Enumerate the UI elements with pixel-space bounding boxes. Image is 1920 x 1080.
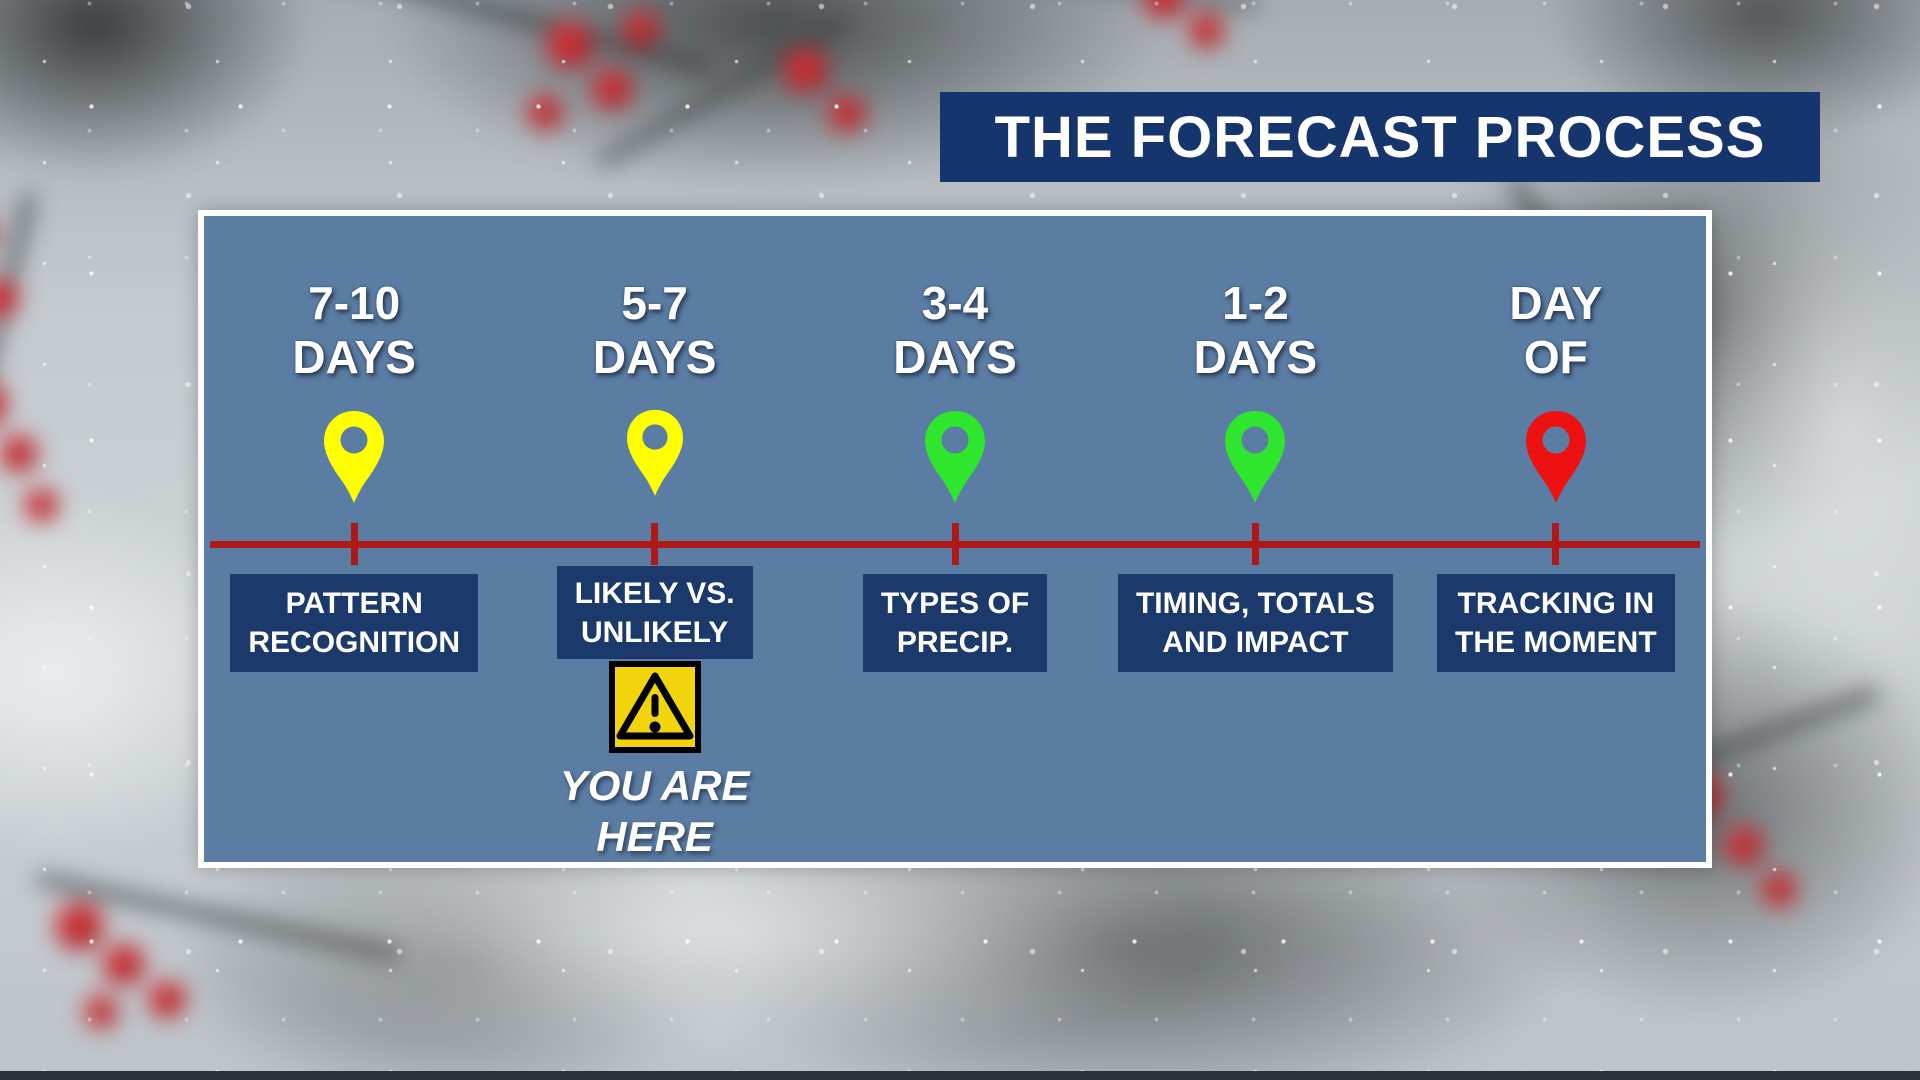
you-are-here-label: YOU ARE HERE (560, 761, 750, 862)
stage-period-line2: OF (1523, 331, 1588, 384)
stage-period: 5-7 DAYS (593, 276, 717, 385)
stage-column-day-of: DAY OF TRACKING IN THE MOMENT (1406, 216, 1706, 862)
location-pin-icon (925, 411, 986, 503)
stage-period-line1: 3-4 (921, 277, 989, 329)
stage-label-line1: PATTERN (285, 587, 423, 620)
location-pin-icon (626, 409, 683, 496)
stage-label-box: TIMING, TOTALS AND IMPACT (1117, 574, 1393, 672)
you-are-here-marker: YOU ARE HERE (560, 661, 750, 862)
title-banner: THE FORECAST PROCESS (940, 92, 1820, 182)
stage-label-line1: TRACKING IN (1457, 587, 1655, 620)
bottom-edge-bar (0, 1071, 1920, 1080)
stage-label-line2: UNLIKELY (580, 615, 729, 649)
timeline-tick (651, 523, 659, 565)
stage-period-line1: DAY (1509, 277, 1603, 329)
page-title: THE FORECAST PROCESS (994, 104, 1766, 170)
forecast-panel: 7-10 DAYS PATTERN RECOGNITION 5-7 DAYS (198, 210, 1712, 868)
stage-label-line2: RECOGNITION (248, 626, 461, 659)
stages-row: 7-10 DAYS PATTERN RECOGNITION 5-7 DAYS (204, 216, 1706, 862)
stage-label-box: PATTERN RECOGNITION (230, 574, 479, 672)
warning-triangle-icon (608, 661, 701, 754)
timeline-tick (1552, 523, 1560, 565)
stage-label-line2: AND IMPACT (1162, 626, 1349, 659)
you-are-here-line2: HERE (596, 812, 713, 860)
stage-label-line1: TIMING, TOTALS (1135, 587, 1375, 620)
stage-column-3-4-days: 3-4 DAYS TYPES OF PRECIP. (805, 216, 1105, 862)
stage-period: 1-2 DAYS (1194, 276, 1318, 386)
stage-period-line1: 7-10 (308, 277, 401, 329)
stage-label-box: TRACKING IN THE MOMENT (1437, 574, 1675, 672)
timeline-tick (350, 523, 358, 565)
timeline-tick (1251, 523, 1259, 565)
stage-label-box: TYPES OF PRECIP. (862, 574, 1048, 672)
stage-period-line1: 5-7 (621, 277, 688, 329)
location-pin-icon (324, 411, 385, 503)
stage-period: DAY OF (1509, 276, 1602, 386)
stage-period: 7-10 DAYS (292, 276, 416, 386)
stage-period: 3-4 DAYS (893, 276, 1017, 386)
stage-column-1-2-days: 1-2 DAYS TIMING, TOTALS AND IMPACT (1105, 216, 1405, 862)
stage-period-line2: DAYS (292, 331, 416, 384)
timeline-tick (951, 523, 959, 565)
stage-label-line2: THE MOMENT (1455, 626, 1657, 659)
stage-period-line2: DAYS (893, 331, 1017, 384)
stage-period-line1: 1-2 (1222, 277, 1289, 329)
location-pin-icon (1225, 411, 1286, 503)
stage-label-box: LIKELY VS. UNLIKELY (556, 566, 753, 660)
you-are-here-line1: YOU ARE (559, 762, 750, 810)
stage-period-line2: DAYS (592, 331, 717, 384)
stage-label-line1: TYPES OF (880, 587, 1030, 620)
stage-column-7-10-days: 7-10 DAYS PATTERN RECOGNITION (204, 216, 504, 862)
stage-label-line1: LIKELY VS. (574, 576, 735, 610)
stage-column-5-7-days: 5-7 DAYS LIKELY VS. UNLIKELY (504, 216, 804, 862)
stage-label-line2: PRECIP. (896, 626, 1014, 659)
location-pin-icon (1525, 411, 1586, 503)
stage-period-line2: DAYS (1193, 331, 1318, 384)
